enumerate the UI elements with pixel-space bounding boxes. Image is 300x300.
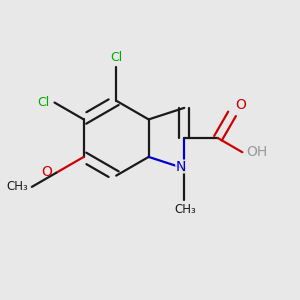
- Text: O: O: [235, 98, 246, 112]
- Text: N: N: [175, 160, 185, 173]
- Text: CH₃: CH₃: [6, 180, 28, 194]
- Text: Cl: Cl: [38, 96, 50, 109]
- Text: Cl: Cl: [110, 51, 122, 64]
- Text: OH: OH: [246, 145, 268, 159]
- Text: O: O: [41, 165, 52, 179]
- Text: CH₃: CH₃: [174, 203, 196, 216]
